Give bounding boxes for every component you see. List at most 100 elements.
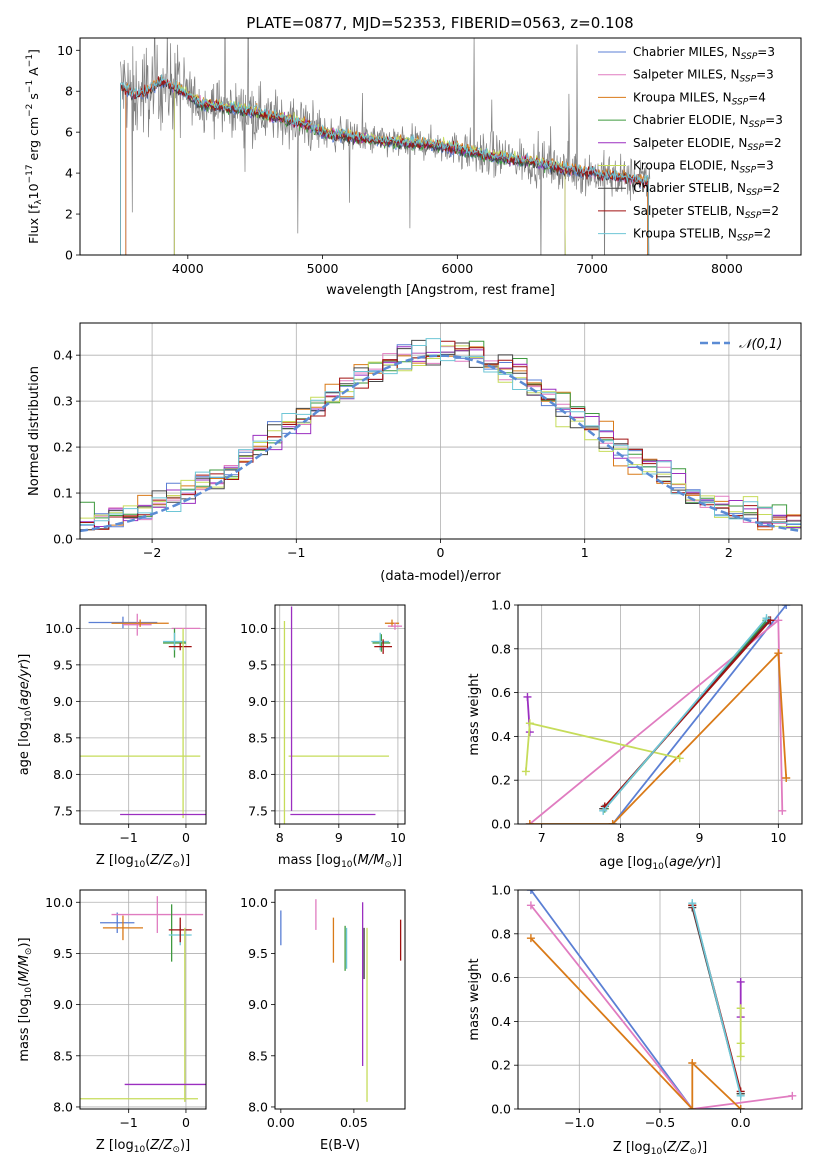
y-tick-label: 1.0	[491, 598, 511, 613]
y-tick-label: 0.2	[491, 773, 511, 788]
plus-marker	[521, 767, 530, 776]
x-tick-label: 0	[182, 1115, 190, 1130]
plus-marker	[778, 806, 787, 815]
x-tick-label: 7	[538, 830, 546, 845]
y-axis-label: mass weight	[467, 958, 482, 1040]
weight-line-chabrier-miles	[530, 890, 741, 1109]
y-tick-label: 8.5	[53, 1048, 73, 1063]
histogram-kroupa-stelib	[80, 338, 801, 525]
y-tick-label: 10.0	[45, 621, 73, 636]
plus-marker	[736, 1052, 745, 1061]
mass-vs-EBV-ticks: 0.00 0.05 8.0 8.5 9.0 9.5 10.0	[240, 895, 368, 1130]
axes-frame	[79, 604, 207, 825]
legend-entry: 𝒩(0,1)	[739, 337, 782, 352]
plus-marker	[675, 754, 684, 763]
x-axis-label: (data-model)/error	[380, 569, 501, 584]
x-axis-label: mass [log10(M/M⊙)]	[278, 853, 402, 870]
errorbar-point	[111, 619, 169, 627]
age-vs-Z-points	[80, 613, 206, 819]
weight-line-kroupa-stelib	[602, 617, 768, 812]
weight-vs-Z-panel: −1.0 −0.5 0.0 0.0 0.2 0.4 0.6 0.8 1.0 Z [log10(Z/…	[467, 883, 803, 1157]
plus-marker	[525, 820, 534, 824]
errorbar-point	[372, 634, 391, 652]
plus-marker	[688, 899, 697, 908]
model-spectrum-salpeter-stelib	[120, 76, 650, 255]
errorbar-point	[387, 622, 403, 630]
errorbar-point	[88, 616, 158, 629]
errorbar-point	[168, 917, 192, 943]
y-tick-label: 1.0	[491, 883, 511, 898]
x-tick-label: 5000	[307, 261, 339, 276]
y-tick-label: 0.3	[53, 394, 73, 409]
plus-marker	[526, 934, 535, 943]
y-tick-label: 8.5	[248, 1048, 268, 1063]
y-axis-label: Normed distribution	[27, 366, 42, 496]
plus-marker	[526, 890, 535, 894]
legend-entry: Salpeter MILES, NSSP=3	[633, 68, 774, 85]
residuals-panel: −2 −1 0 1 2 0.0 0.1 0.2 0.3 0.4 (data-model)/error…	[27, 322, 802, 584]
errorbar-point	[163, 632, 186, 651]
legend-entry: Chabrier STELIB, NSSP=2	[633, 181, 780, 198]
spectrum-ticks: 4000 5000 6000 7000 8000 0 2 4 6 8 10	[57, 43, 743, 276]
legend-entry: Salpeter ELODIE, NSSP=2	[633, 136, 782, 153]
y-tick-label: 0.2	[53, 440, 73, 455]
y-tick-label: 0	[65, 248, 73, 263]
legend-entry: Kroupa ELODIE, NSSP=3	[633, 159, 774, 176]
x-tick-label: 0	[182, 830, 190, 845]
x-axis-label: Z [log10(Z/Z⊙)]	[613, 1140, 707, 1157]
legend-entry: Chabrier ELODIE, NSSP=3	[633, 113, 783, 130]
x-tick-label: 8	[276, 830, 284, 845]
x-tick-label: 1	[581, 545, 589, 560]
plus-marker	[736, 1091, 745, 1100]
y-tick-label: 10	[57, 43, 73, 58]
x-axis-label: age [log10(age/yr)]	[599, 855, 721, 872]
plus-marker	[608, 820, 617, 824]
errorbar-point	[111, 896, 204, 933]
mass-vs-Z-points	[80, 896, 206, 1102]
legend-entry: Kroupa STELIB, NSSP=2	[633, 227, 771, 244]
plus-marker	[774, 616, 783, 625]
weight-line-kroupa-stelib	[691, 902, 742, 1097]
weight-line-chabrier-miles	[611, 605, 787, 824]
x-tick-label: 7000	[576, 261, 608, 276]
x-tick-label: −2	[143, 545, 161, 560]
plus-marker	[788, 1091, 797, 1100]
plus-marker	[526, 901, 535, 910]
y-tick-label: 9.5	[248, 657, 268, 672]
errorbar-point	[374, 639, 392, 654]
spectrum-panel: 4000 5000 6000 7000 8000 0 2 4 6 8 10 wavelength [A…	[25, 37, 802, 298]
y-axis-label: Flux [fλ10−17 erg cm−2 s−1 A−1]	[25, 49, 44, 244]
weight-vs-Z-ticks: −1.0 −0.5 0.0 0.0 0.2 0.4 0.6 0.8 1.0	[491, 883, 802, 1130]
axes-frame	[274, 604, 406, 825]
y-tick-label: 7.5	[248, 803, 268, 818]
weight-vs-age-ticks: 7 8 9 10 0.0 0.2 0.4 0.6 0.8 1.0	[491, 598, 802, 845]
figure-title: PLATE=0877, MJD=52353, FIBERID=0563, z=0…	[246, 14, 633, 32]
x-tick-label: 0.05	[340, 1115, 368, 1130]
x-tick-label: 9	[335, 830, 343, 845]
y-tick-label: 10.0	[240, 621, 268, 636]
plus-marker	[782, 605, 791, 609]
x-tick-label: 8	[617, 830, 625, 845]
y-tick-label: 10.0	[240, 895, 268, 910]
y-tick-label: 0.4	[53, 348, 73, 363]
plus-marker	[688, 1105, 697, 1109]
y-tick-label: 0.0	[53, 532, 73, 547]
y-tick-label: 9.5	[53, 946, 73, 961]
y-axis-label: age [log10(age/yr)]	[17, 654, 34, 776]
mass-vs-Z-ticks: −1 0 8.0 8.5 9.0 9.5 10.0	[45, 890, 206, 1130]
y-tick-label: 0.6	[491, 685, 511, 700]
x-tick-label: −1.0	[564, 1115, 594, 1130]
weight-line-kroupa-miles	[529, 651, 788, 824]
plus-marker	[774, 649, 783, 658]
plus-marker	[736, 977, 745, 986]
y-tick-label: 0.1	[53, 486, 73, 501]
legend-entry: Kroupa MILES, NSSP=4	[633, 90, 766, 107]
weight-line-salpeter-miles	[530, 904, 793, 1109]
x-axis-label: Z [log10(Z/Z⊙)]	[96, 853, 190, 870]
x-tick-label: 2	[725, 545, 733, 560]
y-axis-label: mass [log10(M/M⊙)]	[17, 937, 34, 1061]
plus-marker	[782, 774, 791, 783]
weight-vs-Z-series	[526, 890, 797, 1109]
x-tick-label: 10	[390, 830, 406, 845]
